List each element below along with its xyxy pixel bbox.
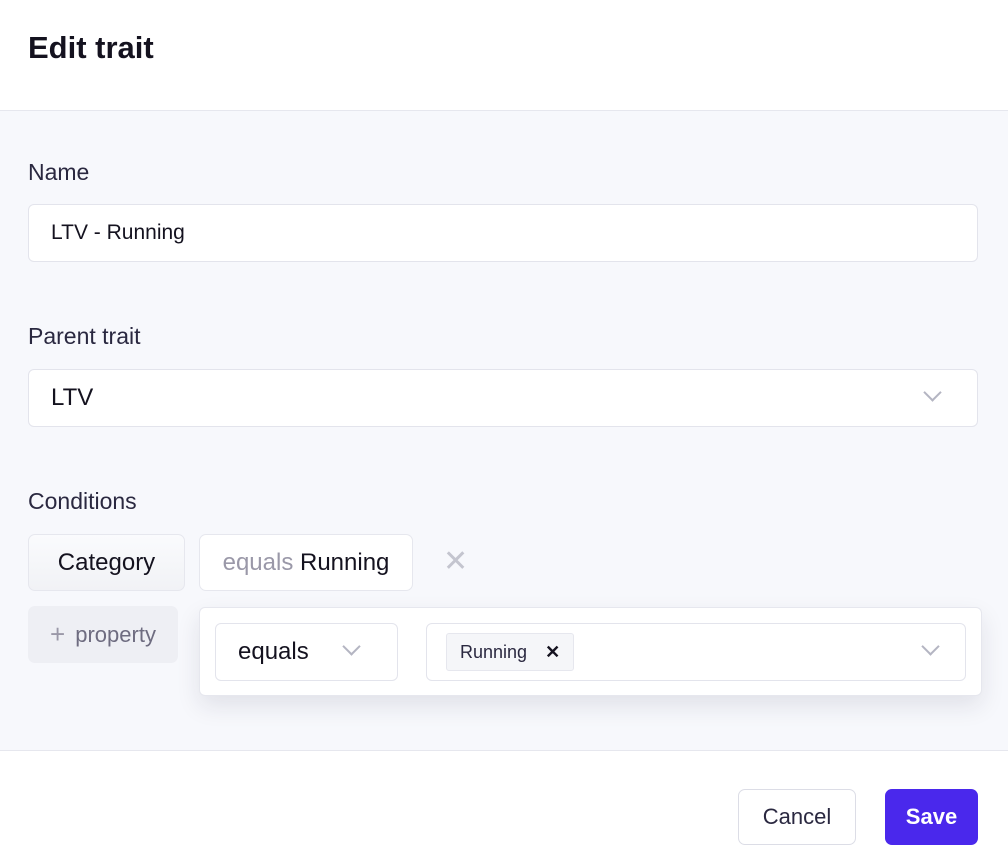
value-chip-label: Running [460, 641, 528, 662]
dialog-body: Name LTV - Running Parent trait LTV Cond… [0, 111, 1008, 751]
dialog-footer: Cancel Save [0, 751, 1008, 866]
chevron-down-icon [923, 383, 942, 402]
parent-trait-value: LTV [51, 384, 94, 411]
plus-icon: + [50, 619, 66, 649]
condition-popover: equals Running ✕ [199, 607, 982, 696]
remove-chip-close-icon[interactable]: ✕ [545, 641, 561, 662]
condition-value: Running [300, 548, 390, 576]
value-multiselect[interactable]: Running ✕ [426, 623, 966, 681]
name-input[interactable]: LTV - Running [28, 204, 978, 262]
chevron-down-icon [921, 637, 940, 656]
condition-summary-button[interactable]: equals Running [199, 534, 413, 591]
remove-condition-close-icon[interactable]: ✕ [443, 545, 469, 578]
save-button[interactable]: Save [885, 789, 978, 845]
name-value: LTV - Running [51, 221, 185, 244]
operator-select[interactable]: equals [215, 623, 398, 681]
name-label: Name [28, 159, 90, 185]
value-chip: Running ✕ [446, 633, 575, 671]
condition-property-button[interactable]: Category [28, 534, 185, 591]
operator-value: equals [238, 638, 309, 665]
chevron-down-icon [342, 637, 361, 656]
add-property-label: property [75, 621, 156, 647]
parent-trait-select[interactable]: LTV [28, 369, 978, 427]
dialog-title: Edit trait [28, 30, 154, 65]
cancel-button[interactable]: Cancel [738, 789, 856, 845]
add-property-button[interactable]: + property [28, 606, 178, 663]
conditions-label: Conditions [28, 488, 137, 514]
condition-operator: equals [222, 548, 294, 576]
parent-trait-label: Parent trait [28, 323, 141, 349]
dialog-header: Edit trait [0, 0, 1008, 111]
